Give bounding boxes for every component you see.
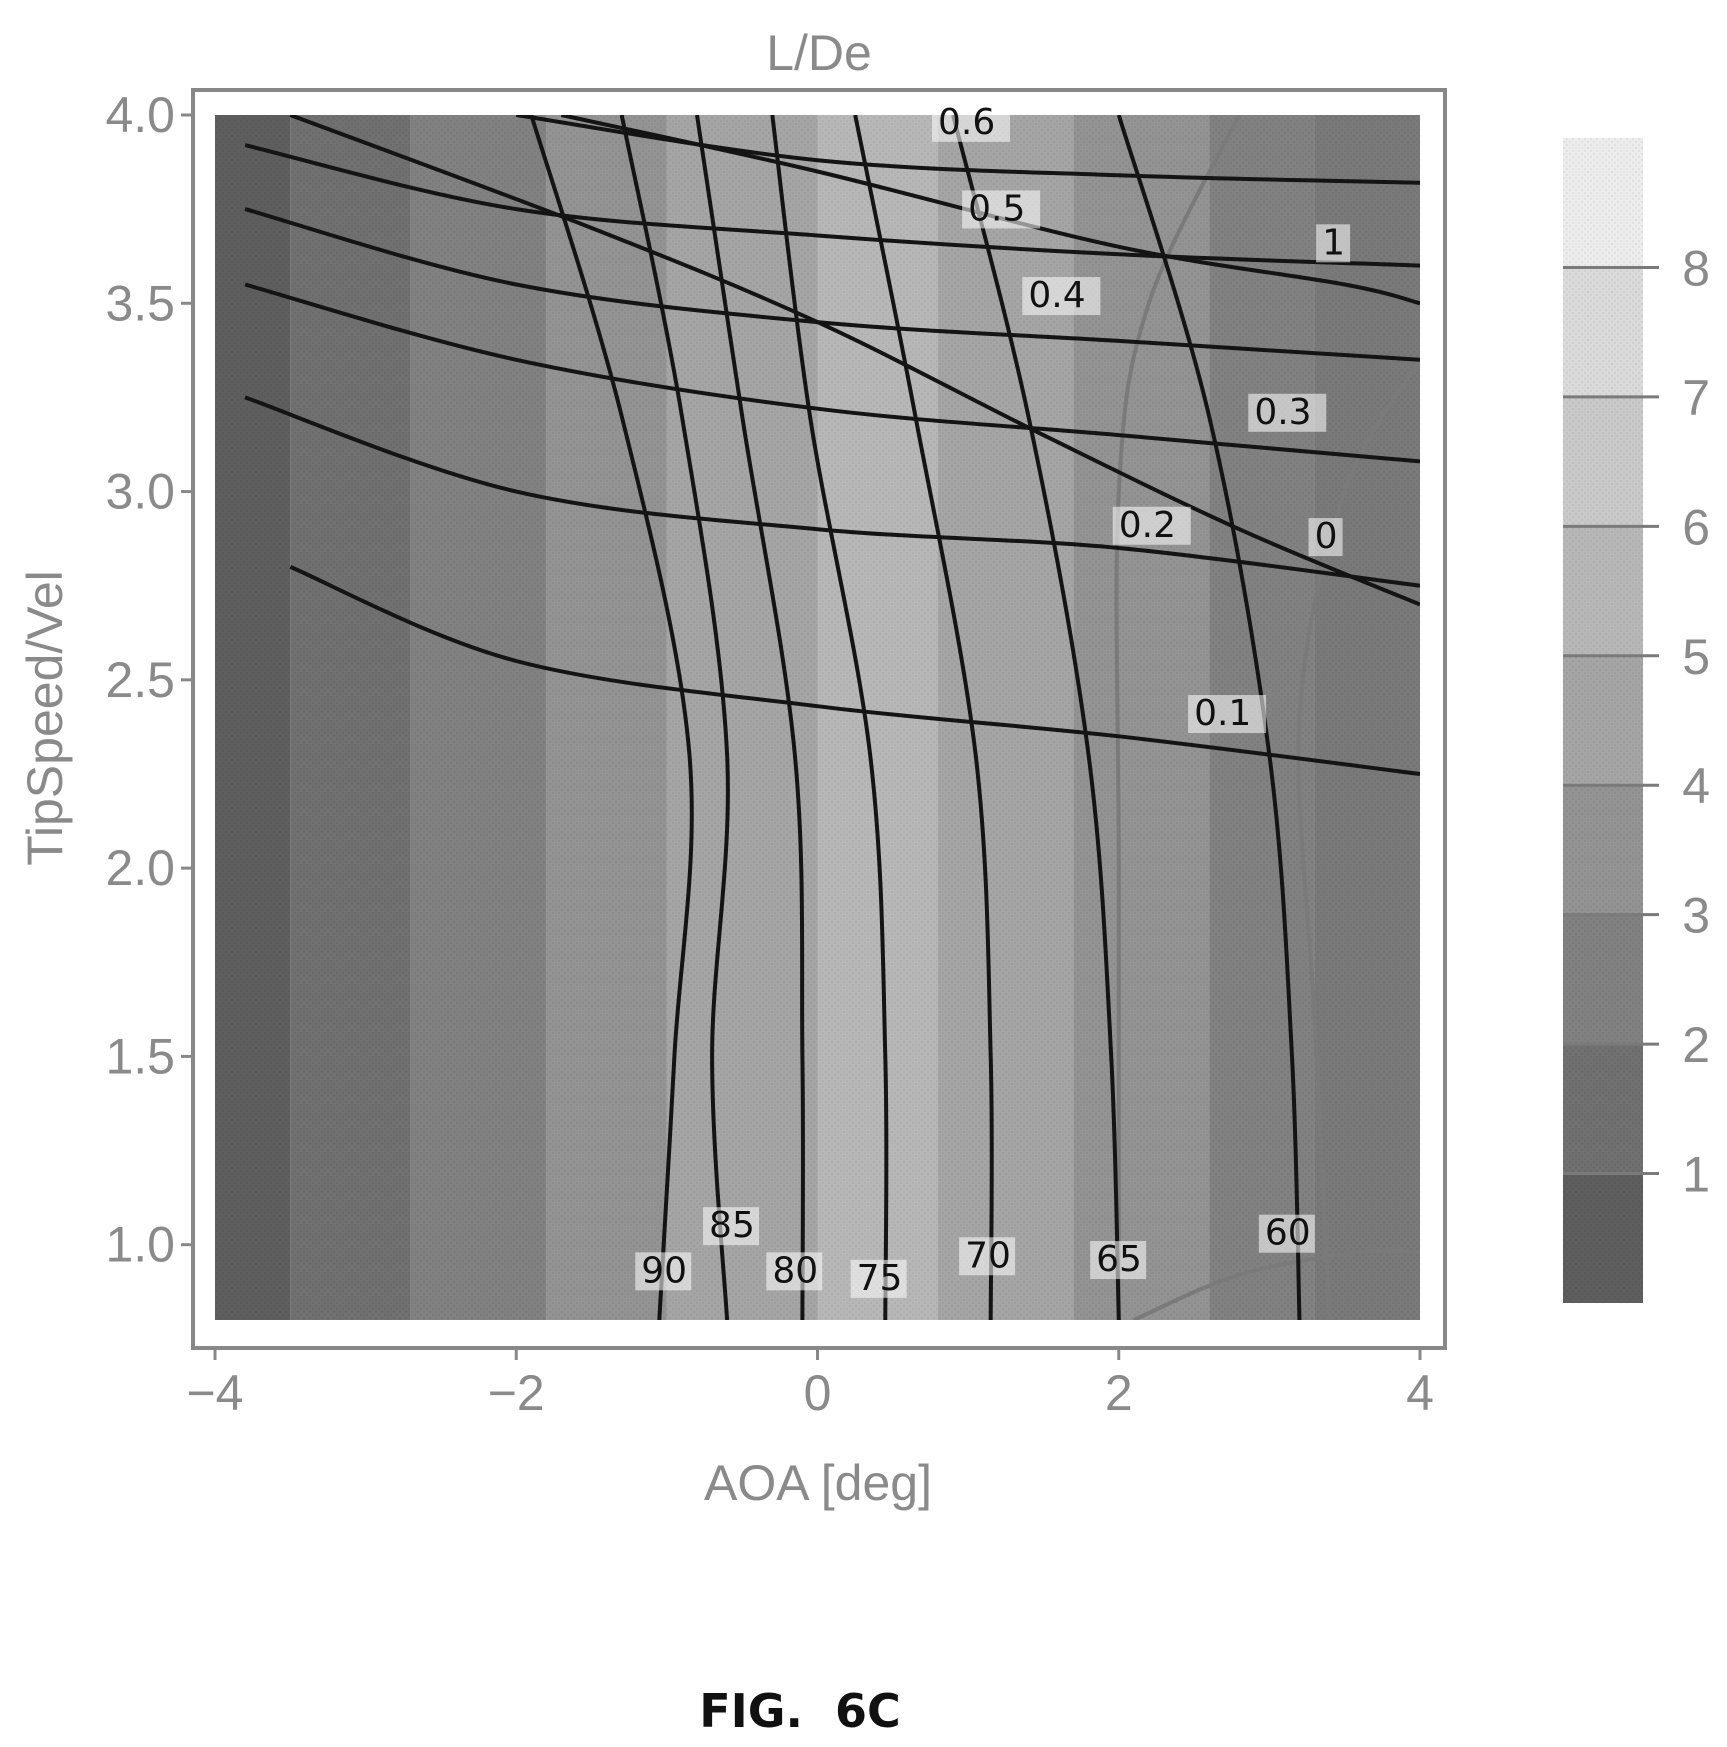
contour-label: 0.6: [938, 102, 995, 143]
contour-line: [695, 115, 805, 1320]
contour-label-bg: [1316, 224, 1351, 263]
x-tick-label: 2: [1105, 1365, 1133, 1421]
y-axis: 1.0 1.5 2.0 2.5 3.0 3.5 4.0: [105, 87, 193, 1273]
colorbar: 1 2 3 4 5 6 7 8: [1563, 138, 1710, 1303]
contour-line: [289, 565, 1420, 776]
contour-label-bg: [1308, 518, 1343, 557]
contour-line: [951, 115, 1121, 1320]
contour-label-bg: [703, 1207, 760, 1246]
contour-label: 90: [641, 1250, 687, 1291]
colorbar-tick-label: 5: [1682, 629, 1710, 685]
contour-line: [560, 115, 1420, 306]
contour-label-bg: [959, 1237, 1016, 1276]
dark-contours: [244, 115, 1420, 1320]
grey-contours: [1114, 115, 1420, 1320]
y-tick-label: 3.5: [105, 275, 175, 331]
colorbar-tick-label: 6: [1682, 499, 1710, 555]
contour-label: 0.4: [1028, 275, 1085, 316]
contour-line: [244, 207, 1420, 362]
contour-label: 60: [1265, 1213, 1311, 1254]
contour-label-bg: [766, 1252, 823, 1291]
contour-line: [289, 115, 1420, 607]
contour-label: 0.1: [1194, 693, 1251, 734]
contour-label: 0.5: [968, 188, 1025, 229]
grey-contour-line: [1296, 358, 1420, 1320]
contour-line: [770, 115, 889, 1320]
chart-title: L/De: [766, 25, 872, 81]
x-tick-label: 4: [1406, 1365, 1434, 1421]
contour-label: 0.2: [1119, 505, 1176, 546]
contour-line: [853, 115, 994, 1320]
contour-line: [244, 282, 1420, 464]
colorbar-stipple: [1563, 138, 1643, 1303]
y-tick-label: 3.0: [105, 464, 175, 520]
contour-label-bg: [1022, 277, 1101, 316]
contour-labels: 90 85 80 75 70 65 60 0 0.1 0.2 0.3 0.4 0.5 0.6 1: [635, 102, 1351, 1299]
y-tick-label: 1.5: [105, 1028, 175, 1084]
colorbar-tick-label: 7: [1682, 370, 1710, 426]
colorbar-tick-label: 8: [1682, 240, 1710, 296]
contour-label-bg: [850, 1259, 907, 1298]
x-axis-label: AOA [deg]: [704, 1455, 932, 1511]
contour-label-bg: [1090, 1241, 1147, 1280]
colorbar-tick-label: 1: [1682, 1147, 1710, 1203]
x-tick-label: −4: [186, 1365, 243, 1421]
contour-label: 65: [1096, 1239, 1142, 1280]
contour-line: [516, 115, 1420, 185]
contour-line: [244, 395, 1420, 588]
contour-label-bg: [962, 190, 1041, 229]
y-tick-label: 2.5: [105, 652, 175, 708]
contour-label: 85: [709, 1205, 755, 1246]
contour-label-bg: [1248, 393, 1327, 432]
y-tick-label: 2.0: [105, 840, 175, 896]
contour-line: [244, 143, 1420, 268]
contour-label: 80: [772, 1250, 818, 1291]
colorbar-tick-label: 4: [1682, 758, 1710, 814]
contour-line: [529, 115, 694, 1320]
contour-label: 1: [1322, 222, 1345, 263]
y-axis-label: TipSpeed/Vel: [17, 570, 73, 866]
y-tick-label: 4.0: [105, 87, 175, 143]
x-tick-label: 0: [804, 1365, 832, 1421]
grey-contour-line: [1133, 1248, 1420, 1320]
contour-label-bg: [1112, 506, 1191, 545]
contour-label-bg: [635, 1252, 692, 1291]
contour-label: 70: [965, 1235, 1011, 1276]
grey-contour-line: [1114, 115, 1242, 1320]
contour-label-bg: [932, 103, 1010, 142]
contour-label: 75: [857, 1258, 903, 1299]
contour-label: 0: [1315, 516, 1338, 557]
x-axis: −4 −2 0 2 4: [186, 1348, 1434, 1421]
figure-caption: FIG. 6C: [699, 1684, 901, 1738]
contour-label-bg: [1188, 695, 1267, 734]
contour-label-bg: [1258, 1214, 1315, 1253]
contour-label: 0.3: [1254, 392, 1311, 433]
x-tick-label: −2: [488, 1365, 545, 1421]
y-tick-label: 1.0: [105, 1217, 175, 1273]
colorbar-tick-label: 3: [1682, 888, 1710, 944]
colorbar-tick-label: 2: [1682, 1017, 1710, 1073]
